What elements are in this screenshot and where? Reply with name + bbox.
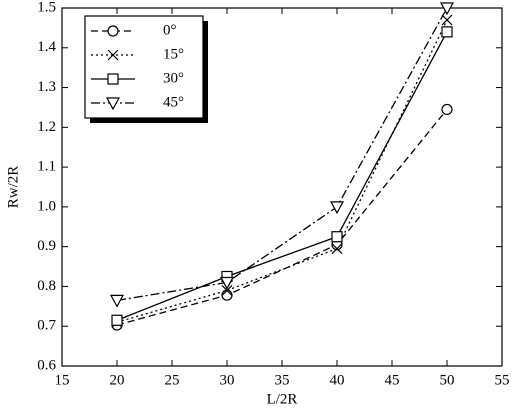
x-tick-label: 40 [330, 372, 345, 388]
marker [441, 103, 453, 116]
y-tick-label: 1.4 [37, 39, 56, 55]
marker [441, 26, 453, 38]
y-tick-label: 1.2 [37, 119, 56, 135]
y-tick-label: 0.6 [37, 357, 56, 373]
y-tick-label: 1.0 [37, 198, 56, 214]
series-line [116, 109, 448, 326]
marker [107, 25, 119, 37]
y-tick-label: 0.9 [37, 238, 56, 254]
marker [105, 97, 121, 111]
x-tick-label: 20 [110, 372, 125, 388]
y-tick-label: 0.8 [37, 278, 56, 294]
x-tick-label: 45 [385, 372, 400, 388]
marker [439, 2, 455, 16]
y-tick-label: 1.1 [37, 159, 56, 175]
legend: 0° 15° 30° 45° [84, 15, 208, 123]
marker [221, 284, 233, 296]
x-tick-label: 25 [165, 372, 180, 388]
series-line [116, 7, 448, 302]
marker [219, 276, 235, 290]
marker [441, 14, 453, 26]
marker [221, 289, 233, 301]
marker [331, 231, 343, 243]
legend-label: 15° [163, 46, 184, 62]
marker [329, 201, 345, 215]
y-tick-label: 1.5 [37, 0, 56, 15]
y-tick-label: 0.7 [37, 318, 56, 334]
series-line [116, 31, 448, 321]
x-axis-label: L/2R [267, 391, 298, 407]
marker [331, 243, 343, 255]
marker [109, 294, 125, 308]
x-tick-label: 15 [55, 372, 70, 388]
legend-box [84, 15, 204, 119]
x-tick-label: 50 [440, 372, 455, 388]
x-tick-label: 55 [495, 372, 510, 388]
x-tick-label: 35 [275, 372, 290, 388]
marker [107, 49, 119, 61]
marker [111, 314, 123, 326]
legend-label: 0° [163, 22, 177, 38]
legend-label: 30° [163, 70, 184, 86]
legend-label: 45° [163, 94, 184, 110]
marker [107, 73, 119, 85]
y-tick-label: 1.3 [37, 79, 56, 95]
x-tick-label: 30 [220, 372, 235, 388]
y-axis-label: Rw/2R [5, 166, 21, 209]
